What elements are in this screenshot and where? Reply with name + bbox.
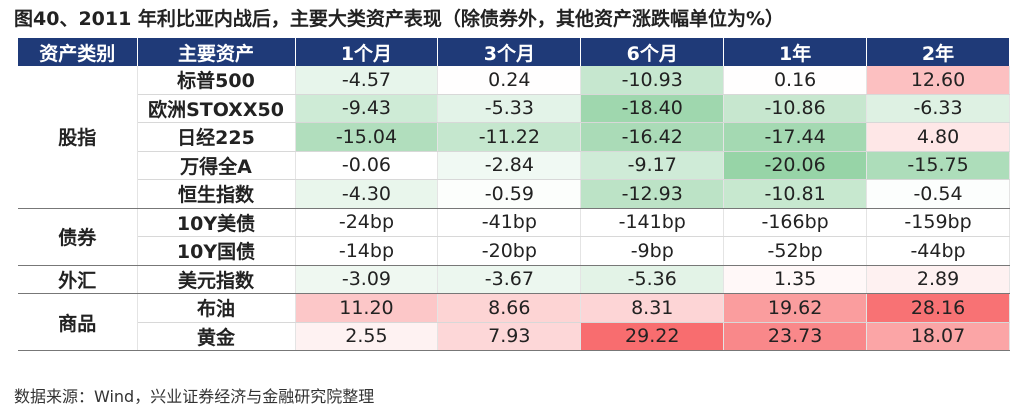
value-cell: -24bp	[295, 208, 439, 237]
value-cell: -41bp	[437, 208, 582, 237]
group-label: 股指	[18, 66, 138, 209]
value-cell: -5.36	[580, 265, 725, 294]
value-cell: 8.31	[580, 293, 725, 323]
asset-name: 欧洲STOXX50	[137, 94, 296, 123]
value-cell: -10.86	[723, 94, 868, 123]
value-cell: -11.22	[437, 122, 582, 152]
table-row: 商品 布油 11.20 8.66 8.31 19.62 28.16	[18, 293, 1010, 351]
value-cell: 7.93	[437, 322, 582, 351]
value-cell: -4.57	[295, 66, 439, 95]
value-cell: 19.62	[723, 293, 868, 323]
value-cell: -4.30	[295, 179, 439, 209]
asset-name: 布油	[137, 293, 296, 323]
value-cell: -0.54	[866, 179, 1010, 209]
value-cell: 8.66	[437, 293, 582, 323]
asset-name: 美元指数	[137, 265, 296, 294]
group-label: 外汇	[18, 265, 138, 294]
group-label: 商品	[18, 293, 138, 351]
value-cell: -0.06	[295, 151, 439, 180]
value-cell: -52bp	[723, 236, 868, 266]
value-cell: 1.35	[723, 265, 868, 294]
value-cell: -15.04	[295, 122, 439, 152]
value-cell: 2.89	[866, 265, 1010, 294]
asset-name: 10Y国债	[137, 236, 296, 266]
value-cell: 0.16	[723, 66, 868, 95]
value-cell: 23.73	[723, 322, 868, 351]
value-cell: 28.16	[866, 293, 1010, 323]
table-row: 黄金 2.55 7.93 29.22 23.73 18.07	[18, 322, 1010, 351]
table-body: 股指 标普500 -4.57 0.24 -10.93 0.16 12.60 欧洲STOXX50…	[18, 66, 1010, 351]
value-cell: -9bp	[580, 236, 725, 266]
value-cell: -20bp	[437, 236, 582, 266]
value-cell: -0.59	[437, 179, 582, 209]
source-note: 数据来源：Wind，兴业证券经济与金融研究院整理	[14, 387, 375, 406]
value-cell: 29.22	[580, 322, 725, 351]
value-cell: -166bp	[723, 208, 868, 237]
column-header: 1个月	[295, 38, 439, 66]
asset-name: 日经225	[137, 122, 296, 152]
value-cell: 12.60	[866, 66, 1010, 95]
value-cell: 2.55	[295, 322, 439, 351]
value-cell: -14bp	[295, 236, 439, 266]
value-cell: -159bp	[866, 208, 1010, 237]
asset-table: 资产类别 主要资产 1个月 3个月 6个月 1年 2年 股指 标普500 -4.57 0.24 -1…	[18, 38, 1010, 351]
value-cell: -3.67	[437, 265, 582, 294]
value-cell: -2.84	[437, 151, 582, 180]
group-label: 债券	[18, 208, 138, 266]
value-cell: -17.44	[723, 122, 868, 152]
table-row: 债券 10Y美债 -24bp -41bp -141bp -166bp -159bp	[18, 208, 1010, 266]
value-cell: -16.42	[580, 122, 725, 152]
table-row: 日经225 -15.04 -11.22 -16.42 -17.44 4.80	[18, 122, 1010, 152]
value-cell: -15.75	[866, 151, 1010, 180]
table-row: 外汇 美元指数 -3.09 -3.67 -5.36 1.35 2.89	[18, 265, 1010, 294]
asset-name: 10Y美债	[137, 208, 296, 237]
column-header: 1年	[723, 38, 868, 66]
value-cell: -3.09	[295, 265, 439, 294]
value-cell: -9.17	[580, 151, 725, 180]
column-header: 主要资产	[137, 38, 296, 66]
value-cell: -141bp	[580, 208, 725, 237]
value-cell: -10.81	[723, 179, 868, 209]
value-cell: 11.20	[295, 293, 439, 323]
asset-name: 黄金	[137, 322, 296, 351]
figure-title: 图40、2011 年利比亚内战后，主要大类资产表现（除债券外，其他资产涨跌幅单位…	[14, 8, 784, 30]
table-row: 10Y国债 -14bp -20bp -9bp -52bp -44bp	[18, 236, 1010, 266]
asset-name: 万得全A	[137, 151, 296, 180]
table-row: 恒生指数 -4.30 -0.59 -12.93 -10.81 -0.54	[18, 179, 1010, 209]
value-cell: -6.33	[866, 94, 1010, 123]
value-cell: 4.80	[866, 122, 1010, 152]
value-cell: -18.40	[580, 94, 725, 123]
value-cell: 0.24	[437, 66, 582, 95]
table-row: 欧洲STOXX50 -9.43 -5.33 -18.40 -10.86 -6.33	[18, 94, 1010, 123]
table-row: 股指 标普500 -4.57 0.24 -10.93 0.16 12.60	[18, 66, 1010, 209]
header-row: 资产类别 主要资产 1个月 3个月 6个月 1年 2年	[18, 38, 1010, 66]
column-header: 资产类别	[18, 38, 138, 66]
value-cell: 18.07	[866, 322, 1010, 351]
column-header: 2年	[866, 38, 1010, 66]
column-header: 6个月	[580, 38, 725, 66]
value-cell: -20.06	[723, 151, 868, 180]
value-cell: -44bp	[866, 236, 1010, 266]
table-row: 万得全A -0.06 -2.84 -9.17 -20.06 -15.75	[18, 151, 1010, 180]
value-cell: -5.33	[437, 94, 582, 123]
value-cell: -10.93	[580, 66, 725, 95]
asset-name: 恒生指数	[137, 179, 296, 209]
column-header: 3个月	[437, 38, 582, 66]
value-cell: -9.43	[295, 94, 439, 123]
asset-name: 标普500	[137, 66, 296, 95]
value-cell: -12.93	[580, 179, 725, 209]
